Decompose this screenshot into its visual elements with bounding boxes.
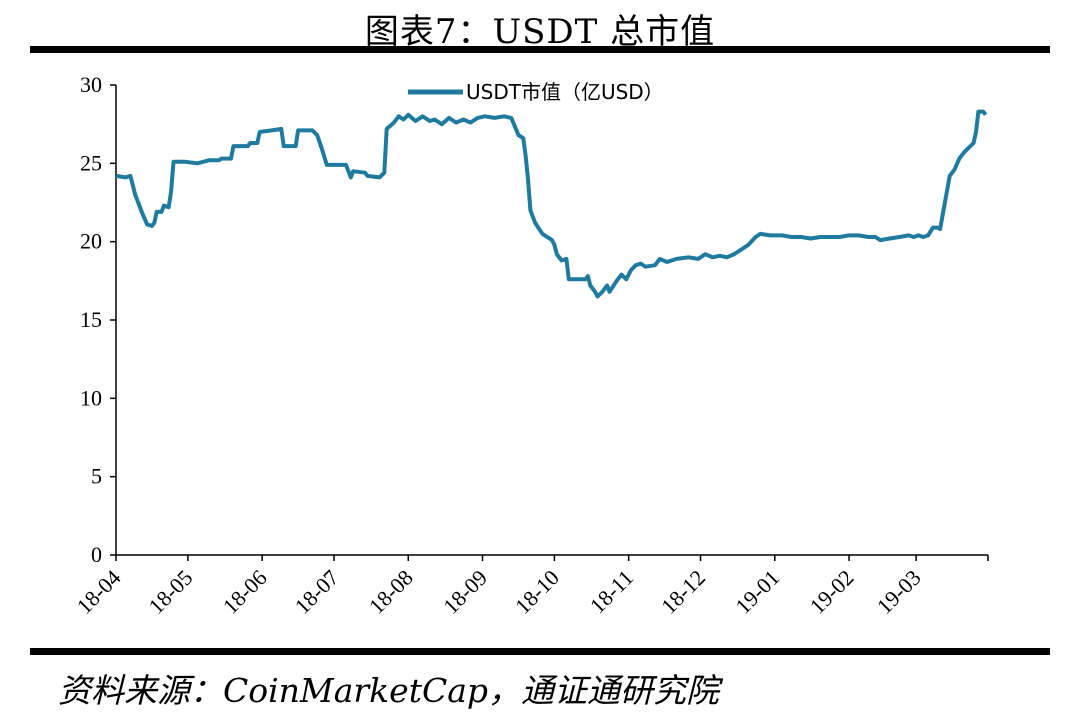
x-tick-label: 18-04 [72, 565, 126, 619]
x-tick-label: 18-11 [585, 565, 638, 618]
series-layer [115, 109, 988, 299]
series-line-usdt-market-cap [115, 109, 988, 299]
y-tick-label: 25 [80, 150, 102, 175]
x-tick-label: 18-10 [510, 565, 564, 619]
legend: USDT市值（亿USD） [408, 80, 664, 104]
chart-title: 图表7：USDT 总市值 [364, 12, 716, 52]
x-tick-label: 19-03 [872, 565, 926, 619]
usdt-market-cap-chart: 0 5 10 15 20 25 30 18-04 18-05 18-06 18-07 18-08 18-… [72, 72, 989, 619]
tick-labels: 0 5 10 15 20 25 30 18-04 18-05 18-06 18-07 18-08 18-… [72, 72, 926, 619]
top-rule [30, 46, 1050, 53]
source-note: 资料来源：CoinMarketCap，通证通研究院 [58, 671, 719, 710]
y-tick-label: 0 [91, 542, 102, 567]
y-tick-label: 15 [80, 307, 102, 332]
x-tick-label: 19-02 [805, 565, 859, 619]
bottom-rule [30, 648, 1050, 655]
y-tick-label: 10 [80, 385, 102, 410]
x-tick-label: 18-08 [364, 565, 418, 619]
x-tick-label: 18-12 [656, 565, 710, 619]
y-tick-label: 20 [80, 229, 102, 254]
legend-label: USDT市值（亿USD） [466, 80, 664, 104]
x-tick-label: 18-05 [143, 565, 197, 619]
x-tick-label: 19-01 [730, 565, 784, 619]
y-tick-label: 30 [80, 72, 102, 97]
y-tick-label: 5 [91, 464, 102, 489]
x-tick-label: 18-07 [290, 565, 344, 619]
x-tick-label: 18-09 [438, 565, 492, 619]
x-tick-label: 18-06 [218, 565, 272, 619]
axes [110, 84, 989, 561]
